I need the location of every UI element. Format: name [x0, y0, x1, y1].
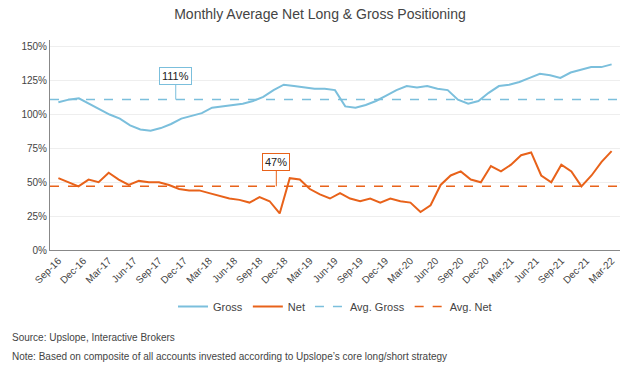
svg-text:Mar-17: Mar-17 — [83, 255, 113, 285]
svg-text:50%: 50% — [27, 177, 47, 188]
svg-text:Net: Net — [288, 301, 305, 313]
svg-text:Mar-22: Mar-22 — [586, 255, 616, 285]
svg-text:Mar-20: Mar-20 — [385, 255, 415, 285]
svg-text:Sep-16: Sep-16 — [33, 255, 64, 286]
svg-text:Gross: Gross — [213, 301, 243, 313]
svg-text:Avg. Gross: Avg. Gross — [350, 301, 405, 313]
svg-text:Dec-18: Dec-18 — [259, 255, 290, 286]
svg-text:Sep-21: Sep-21 — [536, 255, 567, 286]
svg-text:Mar-18: Mar-18 — [184, 255, 214, 285]
svg-text:Dec-16: Dec-16 — [58, 255, 89, 286]
svg-text:Monthly Average Net Long & Gro: Monthly Average Net Long & Gross Positio… — [174, 6, 466, 22]
svg-text:125%: 125% — [21, 75, 47, 86]
svg-text:Dec-21: Dec-21 — [561, 255, 592, 286]
svg-text:Mar-21: Mar-21 — [486, 255, 516, 285]
svg-text:Sep-17: Sep-17 — [133, 255, 164, 286]
svg-text:Sep-19: Sep-19 — [335, 255, 366, 286]
svg-text:75%: 75% — [27, 143, 47, 154]
svg-text:Jun-21: Jun-21 — [512, 255, 542, 285]
svg-text:Source: Upslope, Interactive B: Source: Upslope, Interactive Brokers — [12, 332, 175, 343]
svg-text:Sep-20: Sep-20 — [435, 255, 466, 286]
svg-text:Note: Based on composite of al: Note: Based on composite of all accounts… — [12, 351, 447, 362]
svg-text:Jun-20: Jun-20 — [411, 255, 441, 285]
svg-text:25%: 25% — [27, 211, 47, 222]
svg-text:Jun-17: Jun-17 — [109, 255, 139, 285]
svg-text:Jun-18: Jun-18 — [210, 255, 240, 285]
svg-text:Dec-20: Dec-20 — [460, 255, 491, 286]
svg-text:150%: 150% — [21, 41, 47, 52]
svg-text:0%: 0% — [33, 245, 48, 256]
svg-text:100%: 100% — [21, 109, 47, 120]
svg-text:Avg. Net: Avg. Net — [450, 301, 492, 313]
svg-text:Dec-17: Dec-17 — [158, 255, 189, 286]
svg-text:111%: 111% — [162, 70, 189, 82]
svg-text:Jun-19: Jun-19 — [311, 255, 341, 285]
svg-text:Mar-19: Mar-19 — [285, 255, 315, 285]
svg-text:47%: 47% — [265, 156, 287, 168]
svg-text:Sep-18: Sep-18 — [234, 255, 265, 286]
svg-text:Dec-19: Dec-19 — [360, 255, 391, 286]
